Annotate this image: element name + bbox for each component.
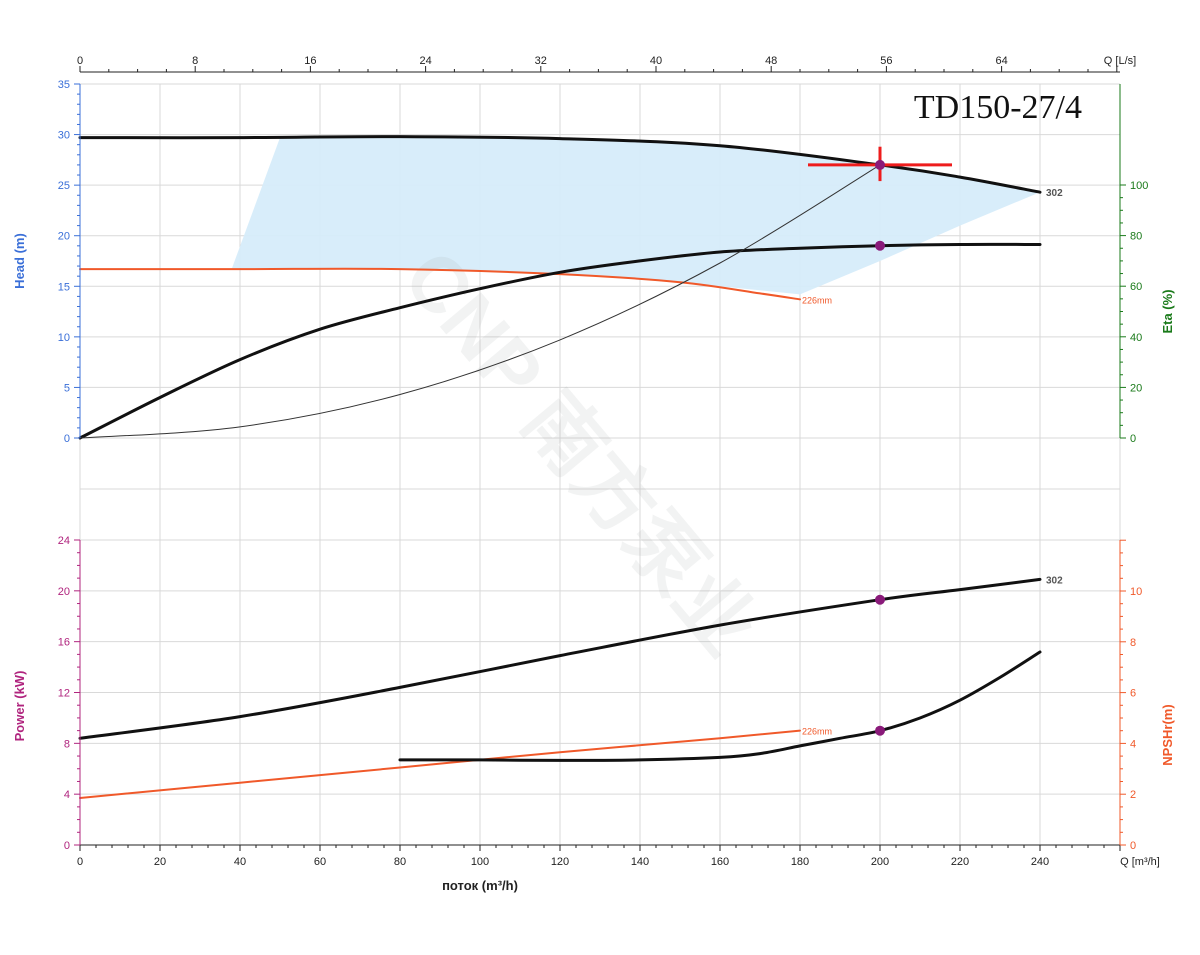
head-axis-tick-label: 30 [58,130,70,142]
x-axis-tick-label: 80 [394,856,406,868]
eta-axis-tick-label: 100 [1130,180,1148,192]
power-axis-tick-label: 12 [58,688,70,700]
power-axis-tick-label: 4 [64,789,70,801]
npsh-point-marker [875,725,885,736]
eta-axis-title: Eta (%) [1160,289,1175,333]
x-axis-tick-label: 200 [871,856,889,868]
head-curve-226mm-label: 226mm [802,295,832,305]
duty-point-marker [875,159,885,170]
eta-axis-tick-label: 40 [1130,332,1142,344]
x-axis-top-tick-label: 48 [765,55,777,67]
eta-axis-tick-label: 20 [1130,382,1142,394]
x-axis-top-unit-label: Q [L/s] [1104,55,1136,67]
npsh-axis-title: NPSHr(m) [1160,704,1175,765]
power-curve-226mm-label: 226mm [802,727,832,737]
x-axis-tick-label: 40 [234,856,246,868]
head-axis-tick-label: 25 [58,180,70,192]
x-axis-top-tick-label: 8 [192,55,198,67]
axis-layer: 0 20 40 60 80 100 120 140 160 180 200 220 240 Q [m³/h… [12,55,1175,893]
head-axis-tick-label: 5 [64,382,70,394]
x-axis-top-tick-label: 16 [304,55,316,67]
x-axis-top-tick-label: 24 [419,55,431,67]
x-axis-tick-label: 60 [314,856,326,868]
efficiency-point-marker [875,240,885,251]
power-axis-tick-label: 16 [58,637,70,649]
x-axis-tick-label: 100 [471,856,489,868]
chart-title: TD150-27/4 [914,89,1082,126]
npsh-axis-tick-label: 0 [1130,840,1136,852]
head-curve-302-label: 302 [1046,188,1063,199]
power-axis-title: Power (kW) [12,671,27,742]
npsh-axis-tick-label: 4 [1130,738,1136,750]
head-axis-tick-label: 0 [64,433,70,445]
operating-range-area [232,136,1040,295]
power-curve-226mm [79,729,801,799]
head-axis-tick-label: 15 [58,281,70,293]
npsh-axis-tick-label: 2 [1130,789,1136,801]
head-axis-tick-label: 35 [58,79,70,91]
power-axis-tick-label: 24 [58,535,70,547]
eta-axis-tick-label: 80 [1130,231,1142,243]
head-axis-tick-label: 10 [58,332,70,344]
npsh-axis-tick-label: 10 [1130,586,1142,598]
x-axis-top-tick-label: 56 [880,55,892,67]
head-curve-226mm [79,267,801,301]
x-axis-top-tick-label: 64 [995,55,1007,67]
x-axis-tick-label: 120 [551,856,569,868]
power-curve-302-label: 302 [1046,575,1063,586]
x-axis-tick-label: 160 [711,856,729,868]
head-axis-tick-label: 20 [58,231,70,243]
power-axis-tick-label: 8 [64,738,70,750]
x-axis-top-tick-label: 40 [650,55,662,67]
power-curve-302 [78,577,1042,740]
head-axis-title: Head (m) [12,233,27,289]
x-axis-tick-label: 240 [1031,856,1049,868]
system-curve [79,164,881,439]
x-axis-tick-label: 20 [154,856,166,868]
fill-layer [232,136,1040,295]
x-axis-tick-label: 220 [951,856,969,868]
x-axis-title: поток (m³/h) [442,878,518,893]
npsh-curve [398,650,1042,762]
npsh-axis-tick-label: 6 [1130,688,1136,700]
power-axis-tick-label: 0 [64,840,70,852]
eta-axis-tick-label: 0 [1130,433,1136,445]
x-axis-tick-label: 0 [77,856,83,868]
npsh-axis-tick-label: 8 [1130,637,1136,649]
power-axis-tick-label: 20 [58,586,70,598]
x-axis-top-tick-label: 0 [77,55,83,67]
x-axis-top-tick-label: 32 [535,55,547,67]
power-point-marker [875,594,885,605]
head-curve-302 [78,135,1042,194]
watermark-layer: CNP 南方泵业 [387,234,774,671]
x-axis-unit-label: Q [m³/h] [1120,856,1160,868]
marker-layer [808,146,952,736]
watermark: CNP 南方泵业 [387,234,774,671]
x-axis-tick-label: 180 [791,856,809,868]
eta-axis-tick-label: 60 [1130,281,1142,293]
x-axis-tick-label: 140 [631,856,649,868]
